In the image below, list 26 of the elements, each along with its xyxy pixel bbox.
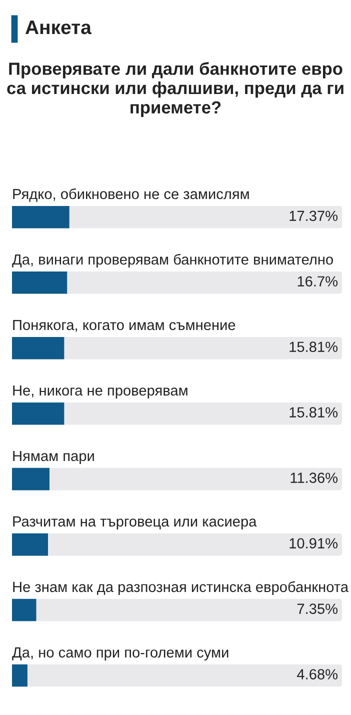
data-label: 15.81% bbox=[290, 407, 338, 418]
data-label: 7.35% bbox=[297, 604, 338, 614]
bar bbox=[12, 271, 68, 294]
bar bbox=[12, 402, 64, 425]
data-label: 17.37% bbox=[290, 210, 338, 222]
bar bbox=[12, 598, 36, 622]
data-label: 10.91% bbox=[290, 538, 338, 548]
chart-subtitle: Проверявате ли дали банкнотите евро са истински или фалшиви, преди да ги приемете? bbox=[7, 62, 344, 117]
y-tick-label: Разчитам на търговеца или касиера bbox=[13, 516, 257, 530]
chart-title: Анкета bbox=[25, 20, 92, 34]
y-tick-label: Рядко, обикновено не се замислям bbox=[13, 188, 249, 202]
bar bbox=[12, 206, 70, 228]
bar bbox=[12, 533, 48, 556]
bar bbox=[12, 664, 28, 687]
y-tick-label: Понякога, когато имам съмнение bbox=[13, 320, 236, 332]
data-label: 15.81% bbox=[290, 342, 338, 352]
data-label: 4.68% bbox=[297, 669, 338, 680]
y-tick-label: Да, но само при по-големи суми bbox=[12, 647, 228, 660]
y-tick-label: Не знам как да разпозная истинска евробанкнота bbox=[13, 581, 349, 595]
data-label: 11.36% bbox=[290, 472, 338, 483]
bar bbox=[12, 336, 64, 360]
y-tick-label: Нямам пари bbox=[13, 450, 94, 464]
bar bbox=[12, 468, 50, 490]
y-tick-label: Да, винаги проверявам банкнотите внимателно bbox=[12, 254, 333, 268]
y-tick-label: Не, никога не проверявам bbox=[13, 385, 188, 399]
data-label: 16.7% bbox=[298, 276, 338, 287]
